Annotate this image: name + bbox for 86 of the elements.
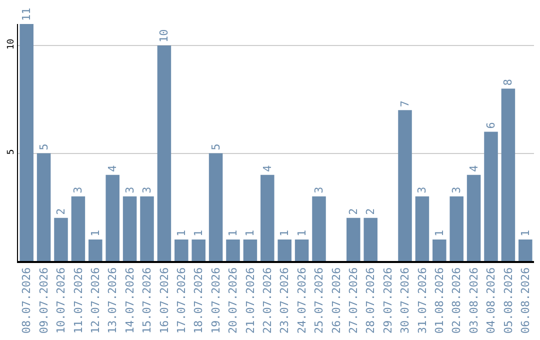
data-label: 2: [364, 208, 378, 215]
bar: [484, 132, 498, 261]
data-label: 1: [226, 230, 240, 236]
bar: [54, 218, 68, 261]
bar: [20, 24, 34, 261]
data-label: 1: [432, 230, 446, 236]
x-tick-label: 26.07.2026: [330, 267, 343, 334]
bar: [243, 239, 258, 261]
bar: [364, 218, 378, 261]
bar: [157, 46, 172, 261]
bar: [122, 196, 137, 261]
data-label: 10: [158, 29, 171, 43]
x-tick-label: 06.08.2026: [518, 267, 532, 334]
data-label: 2: [54, 208, 68, 215]
x-tick-label: 31.07.2026: [416, 267, 429, 334]
x-tick-label: 20.07.2026: [226, 267, 240, 334]
bar: [398, 110, 412, 261]
data-label: 4: [260, 164, 274, 172]
data-label: 4: [467, 164, 480, 172]
data-label: 3: [312, 186, 326, 194]
bar: [501, 88, 516, 261]
bar: [432, 239, 446, 261]
x-tick-label: 28.07.2026: [364, 267, 378, 334]
data-label: 1: [518, 230, 532, 236]
x-tick-label: 15.07.2026: [140, 267, 154, 334]
x-tick-label: 01.08.2026: [432, 267, 446, 334]
data-label: 3: [450, 186, 464, 194]
x-tick-label: 12.07.2026: [88, 267, 102, 334]
x-tick-label: 02.08.2026: [450, 267, 464, 334]
x-tick-label: 19.07.2026: [209, 267, 222, 334]
x-tick-label: 30.07.2026: [398, 267, 412, 334]
bar: [278, 239, 292, 261]
x-tick-label: 16.07.2026: [158, 267, 171, 334]
data-label: 1: [278, 230, 292, 236]
x-tick-label: 13.07.2026: [106, 267, 120, 334]
data-label: 3: [140, 186, 154, 194]
x-tick-label: 21.07.2026: [244, 267, 257, 334]
bar: [71, 196, 86, 261]
x-tick-label: 22.07.2026: [260, 267, 274, 334]
data-label: 11: [20, 8, 34, 21]
x-tick-label: 10.07.2026: [54, 267, 68, 334]
x-tick-label: 23.07.2026: [278, 267, 292, 334]
bar: [450, 196, 464, 261]
bar: [294, 239, 309, 261]
data-label: 5: [209, 144, 222, 150]
x-tick-label: 27.07.2026: [346, 267, 360, 334]
data-label: 4: [106, 164, 120, 172]
x-tick-label: 18.07.2026: [192, 267, 206, 334]
x-tick-label: 25.07.2026: [312, 267, 326, 334]
bar: [174, 239, 188, 261]
data-label: 3: [123, 186, 136, 194]
data-label: 1: [295, 230, 308, 236]
data-label: 1: [244, 230, 257, 236]
x-tick-label: 08.07.2026: [20, 267, 34, 334]
x-tick-label: 14.07.2026: [123, 267, 136, 334]
bar: [192, 239, 206, 261]
data-label: 1: [174, 230, 188, 236]
x-tick-label: 04.08.2026: [484, 267, 498, 334]
data-label: 3: [416, 186, 429, 194]
bar: [312, 196, 326, 261]
data-label: 1: [88, 230, 102, 236]
bar: [140, 196, 154, 261]
x-tick-label: 05.08.2026: [502, 267, 515, 334]
bar: [415, 196, 430, 261]
data-label: 8: [502, 79, 515, 86]
x-tick-label: 03.08.2026: [467, 267, 480, 334]
x-tick-label: 24.07.2026: [295, 267, 308, 334]
data-label: 5: [37, 144, 50, 150]
bar: [36, 153, 51, 261]
data-label: 7: [398, 100, 412, 108]
x-tick-label: 29.07.2026: [381, 267, 394, 334]
bar: [346, 218, 360, 261]
x-tick-label: 11.07.2026: [72, 267, 85, 334]
data-label: 3: [72, 186, 85, 194]
bar: [226, 239, 240, 261]
data-label: 6: [484, 122, 498, 129]
bar: [208, 153, 223, 261]
bar: [518, 239, 532, 261]
bar: [466, 174, 481, 261]
data-label: 1: [192, 230, 206, 236]
x-tick-label: 09.07.2026: [37, 267, 50, 334]
bar: [260, 174, 274, 261]
data-label: 2: [346, 208, 360, 215]
bar: [88, 239, 102, 261]
x-tick-label: 17.07.2026: [174, 267, 188, 334]
bar: [106, 174, 120, 261]
